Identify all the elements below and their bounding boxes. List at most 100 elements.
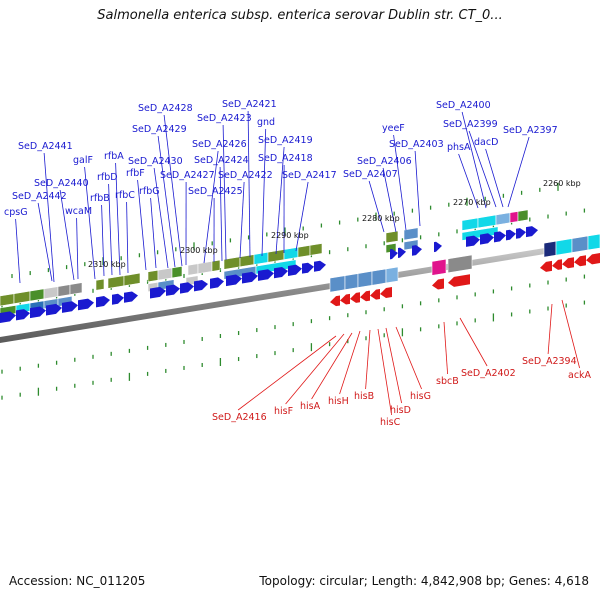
forward-gene-label: phsA	[447, 142, 471, 153]
label-leader	[203, 150, 219, 264]
cog-block	[357, 270, 373, 288]
forward-gene-label: SeD_A2442	[12, 191, 67, 202]
label-leader	[561, 299, 580, 369]
cog-block	[543, 240, 557, 258]
label-leader	[295, 181, 309, 252]
label-leaders	[15, 110, 580, 416]
forward-gene-label: SeD_A2430	[128, 156, 183, 167]
forward-gene-label: rfbD	[97, 172, 118, 183]
reverse-gene-label: SeD_A2402	[461, 368, 516, 379]
reverse-gene-label: SeD_A2394	[522, 356, 577, 367]
cog-block	[187, 263, 199, 276]
label-leader	[458, 153, 479, 209]
forward-gene-label: SeD_A2429	[132, 124, 187, 135]
gene-arrow	[46, 303, 62, 316]
reverse-gene-label: hisG	[410, 391, 431, 402]
label-leader	[101, 204, 105, 277]
gene-arrow	[516, 228, 526, 239]
label-leader	[547, 303, 553, 355]
gene-arrow	[562, 257, 574, 269]
gene-arrow	[314, 260, 326, 272]
label-leader	[459, 317, 488, 367]
reverse-gene-label: hisA	[300, 401, 321, 412]
gene-arrow	[330, 295, 340, 307]
forward-gene-label: yeeF	[382, 123, 405, 134]
label-leader	[365, 329, 371, 390]
label-leader	[468, 130, 497, 208]
gene-arrow	[226, 274, 242, 287]
label-leader	[382, 167, 397, 233]
gene-arrow	[370, 288, 380, 300]
scale-label: 2310 kbp	[88, 260, 126, 269]
gene-arrow	[466, 235, 480, 247]
scale-label: 2280 kbp	[362, 214, 400, 223]
label-leader	[59, 189, 75, 281]
cog-block	[431, 258, 447, 276]
label-leader	[115, 162, 121, 276]
cog-block	[555, 238, 573, 256]
gene-arrows	[0, 226, 600, 323]
cog-block	[371, 268, 387, 286]
cog-block	[223, 256, 241, 270]
reverse-gene-label: SeD_A2416	[212, 412, 267, 423]
scale-label: 2270 kbp	[453, 198, 491, 207]
label-leader	[15, 218, 21, 284]
gene-arrow	[194, 280, 208, 292]
gene-arrow	[350, 292, 360, 303]
gene-arrow	[434, 241, 442, 253]
forward-gene-label: dacD	[474, 137, 498, 148]
gene-arrow	[62, 301, 78, 313]
label-leader	[368, 180, 385, 233]
forward-gene-label: SeD_A2418	[258, 153, 313, 164]
map-title: Salmonella enterica subsp. enterica sero…	[97, 8, 503, 23]
forward-gene-label: SeD_A2403	[389, 139, 444, 150]
forward-gene-label: galF	[73, 155, 93, 166]
label-leader	[222, 124, 227, 261]
label-leader	[261, 128, 267, 257]
cog-block	[13, 290, 31, 305]
forward-gene-label: SeD_A2426	[192, 139, 247, 150]
gene-arrow	[180, 282, 194, 294]
label-leader	[443, 321, 448, 375]
gene-arrow	[586, 253, 600, 265]
cog-block	[309, 243, 323, 256]
forward-gene-label: SeD_A2423	[197, 113, 252, 124]
cog-block	[171, 265, 183, 279]
forward-gene-label: rfbF	[126, 168, 145, 179]
cog-block	[385, 266, 399, 284]
forward-gene-label: SeD_A2400	[436, 100, 491, 111]
forward-gene-label: gnd	[257, 117, 275, 128]
forward-gene-label: SeD_A2422	[218, 170, 273, 181]
cog-block	[571, 235, 589, 253]
cog-block	[517, 209, 529, 222]
gene-arrow	[150, 286, 166, 299]
label-leader	[311, 332, 353, 400]
genome-summary: Topology: circular; Length: 4,842,908 bp…	[259, 574, 589, 588]
forward-gene-label: rfbG	[139, 186, 160, 197]
gene-arrow	[242, 271, 258, 284]
cog-block	[211, 259, 221, 272]
reverse-gene-label: ackA	[568, 370, 592, 381]
forward-gene-label: SeD_A2421	[222, 99, 277, 110]
gene-arrow	[124, 291, 138, 303]
label-leader	[84, 166, 96, 280]
label-leader	[153, 167, 169, 269]
cog-block	[43, 286, 59, 300]
cog-block	[509, 211, 519, 224]
cog-block	[239, 254, 255, 268]
forward-gene-label: SeD_A2397	[503, 125, 558, 136]
reverse-gene-label: hisD	[390, 405, 411, 416]
gene-arrow	[274, 266, 288, 279]
cog-block	[123, 272, 141, 287]
forward-gene-label: wcaM	[65, 206, 92, 217]
scale-label: 2300 kbp	[180, 246, 218, 255]
gene-arrow	[526, 226, 538, 238]
forward-gene-label: SeD_A2425	[188, 186, 243, 197]
forward-gene-label: SeD_A2424	[194, 155, 249, 166]
cog-block	[297, 245, 311, 258]
accession-label: Accession: NC_011205	[9, 574, 146, 588]
gene-arrow	[112, 293, 124, 305]
label-leader	[339, 330, 361, 395]
gene-arrow	[16, 309, 30, 321]
